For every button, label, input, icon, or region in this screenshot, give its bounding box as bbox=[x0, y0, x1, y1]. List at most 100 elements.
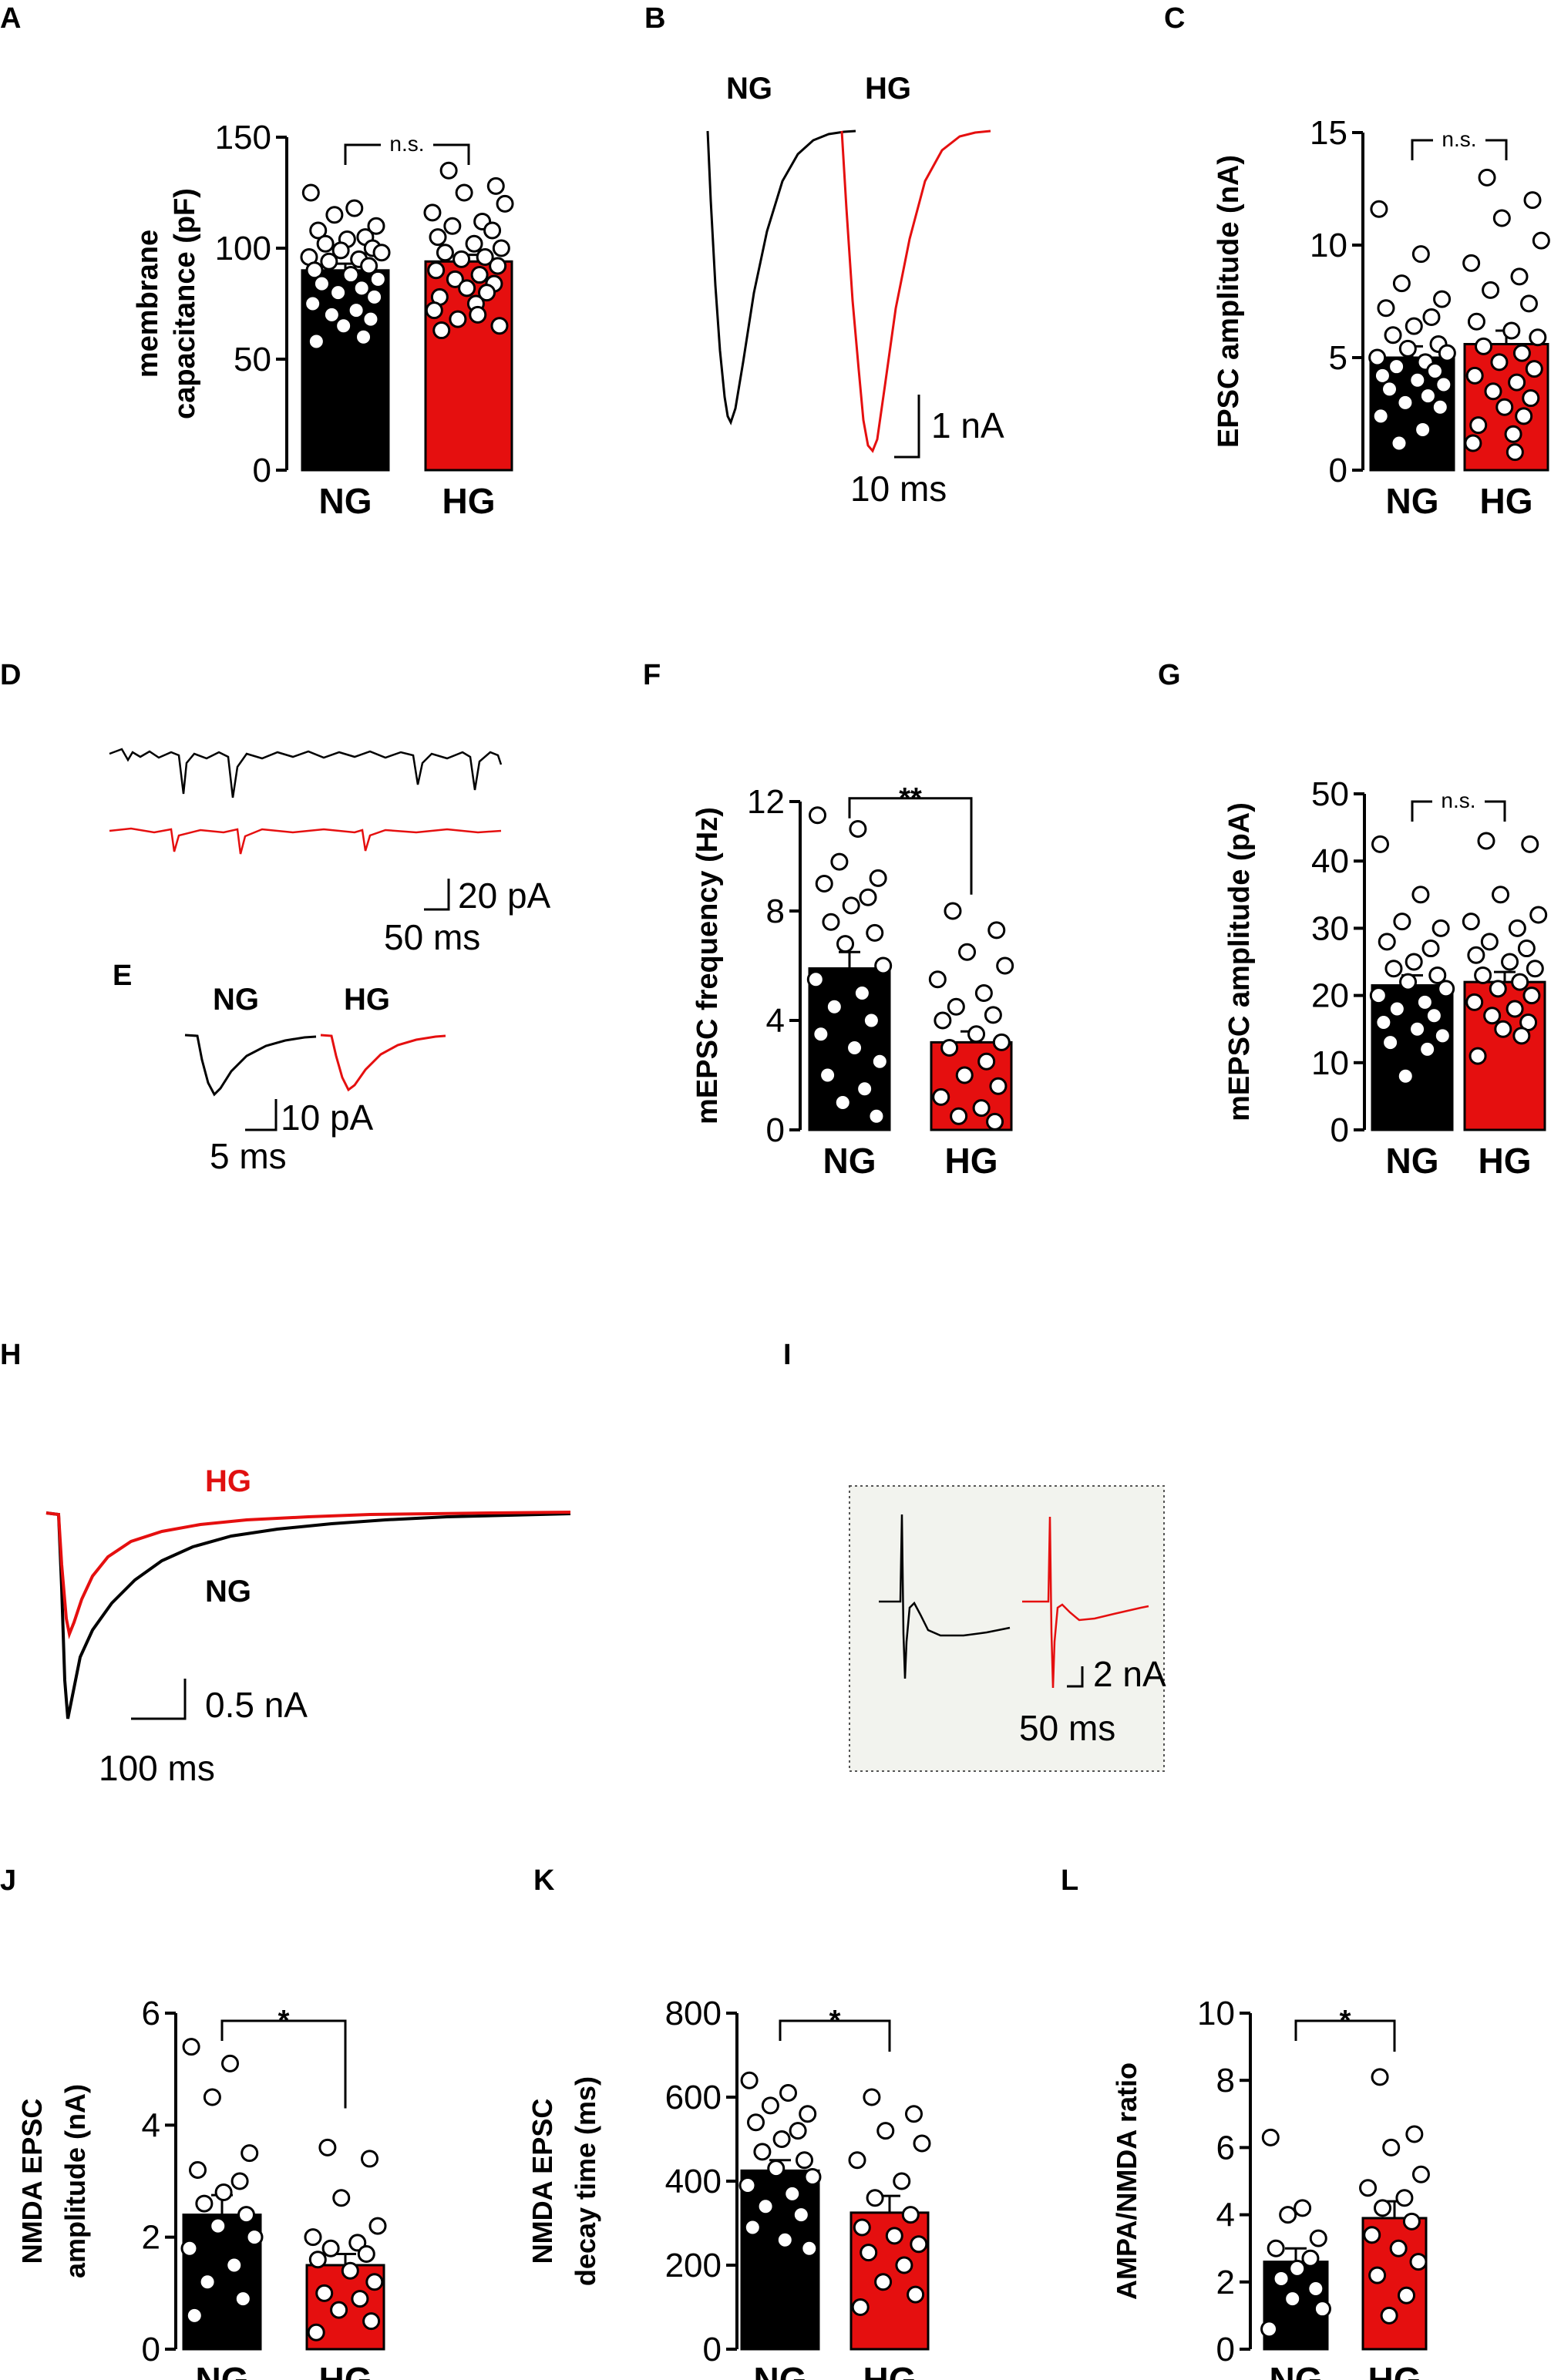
panel-F: F 0 4 8 12 mEPSC frequency (Hz) NG HG ** bbox=[643, 659, 1014, 1181]
data-point bbox=[876, 2122, 895, 2140]
data-point bbox=[901, 2206, 920, 2224]
y-tick-label: 400 bbox=[665, 2163, 722, 2200]
data-point bbox=[1392, 274, 1411, 293]
trace-hg bbox=[109, 827, 502, 855]
data-point bbox=[1428, 966, 1447, 984]
data-point bbox=[1418, 387, 1437, 405]
data-point bbox=[1502, 321, 1521, 340]
y-tick-label: 8 bbox=[766, 892, 785, 930]
significance-label: n.s. bbox=[389, 132, 424, 156]
data-point bbox=[789, 2122, 807, 2140]
data-point bbox=[1371, 835, 1390, 853]
panel-letter-I: I bbox=[783, 1339, 792, 1371]
scale-label-y: 20 pA bbox=[458, 876, 551, 916]
data-point bbox=[1384, 960, 1403, 978]
data-point bbox=[862, 1011, 880, 1030]
data-point bbox=[312, 274, 331, 293]
data-point bbox=[743, 2218, 762, 2237]
data-point bbox=[783, 2184, 802, 2203]
data-point bbox=[958, 943, 977, 961]
data-point bbox=[860, 2244, 878, 2262]
data-point bbox=[478, 284, 496, 302]
data-point bbox=[1397, 2286, 1415, 2304]
data-point bbox=[443, 217, 462, 235]
scale-label-y: 0.5 nA bbox=[205, 1685, 308, 1725]
data-point bbox=[974, 984, 993, 1002]
data-point bbox=[476, 248, 494, 267]
data-point bbox=[779, 2084, 797, 2103]
data-point bbox=[1431, 919, 1450, 937]
x-tick-label: HG bbox=[1479, 1141, 1532, 1181]
data-point bbox=[1475, 337, 1493, 355]
data-point bbox=[772, 2130, 791, 2148]
y-tick-label: 4 bbox=[766, 1002, 785, 1040]
data-point bbox=[225, 2256, 244, 2274]
data-point bbox=[950, 1107, 968, 1125]
x-tick-label: NG bbox=[196, 2360, 249, 2380]
y-tick-label: 0 bbox=[253, 452, 271, 489]
data-point bbox=[347, 301, 365, 320]
data-point bbox=[1425, 362, 1444, 381]
y-axis-label: EPSC amplitude (nA) bbox=[1213, 155, 1245, 448]
data-point bbox=[1368, 2266, 1387, 2284]
data-point bbox=[885, 2227, 903, 2245]
panel-I: I 2 nA 50 ms bbox=[783, 1339, 1166, 1772]
y-tick-label: 100 bbox=[215, 230, 271, 267]
data-point bbox=[362, 2312, 381, 2331]
y-tick-label: 15 bbox=[1310, 114, 1347, 152]
data-point bbox=[1492, 886, 1510, 904]
data-point bbox=[928, 970, 947, 989]
data-point bbox=[352, 279, 371, 298]
scale-label-x: 50 ms bbox=[384, 917, 480, 957]
data-point bbox=[1477, 832, 1495, 850]
data-point bbox=[1467, 946, 1485, 964]
scale-label-y: 10 pA bbox=[281, 1098, 374, 1138]
data-point bbox=[893, 2172, 911, 2190]
data-point bbox=[992, 1033, 1011, 1051]
data-point bbox=[1408, 371, 1427, 389]
data-point bbox=[1489, 980, 1507, 998]
y-tick-label: 20 bbox=[1311, 977, 1349, 1015]
data-point bbox=[365, 2273, 384, 2291]
data-point bbox=[1373, 366, 1391, 385]
data-point bbox=[198, 2273, 217, 2291]
trace-hg bbox=[45, 1511, 571, 1639]
data-point bbox=[1294, 2199, 1312, 2217]
data-point bbox=[1368, 348, 1387, 367]
x-tick-label: NG bbox=[1386, 1141, 1439, 1181]
data-point bbox=[833, 1094, 852, 1111]
data-point bbox=[307, 2323, 325, 2341]
data-point bbox=[1494, 1020, 1512, 1038]
data-point bbox=[1529, 328, 1547, 347]
y-tick-label: 600 bbox=[665, 2079, 722, 2116]
data-point bbox=[815, 875, 833, 892]
panel-D: D 20 pA 50 ms bbox=[0, 659, 551, 957]
y-tick-label: 0 bbox=[142, 2331, 160, 2368]
data-point bbox=[1501, 953, 1519, 971]
data-point bbox=[360, 257, 378, 275]
y-axis-label: NMDA EPSC bbox=[16, 2099, 48, 2264]
data-point bbox=[449, 310, 467, 328]
scale-label-y: 2 nA bbox=[1093, 1654, 1166, 1694]
y-tick-label: 8 bbox=[1216, 2062, 1235, 2099]
data-point bbox=[1418, 1040, 1437, 1058]
data-point bbox=[792, 2206, 810, 2224]
data-point bbox=[245, 2228, 264, 2247]
data-point bbox=[423, 203, 442, 222]
data-point bbox=[910, 2235, 928, 2254]
significance-bracket bbox=[1411, 800, 1432, 822]
x-tick-label: NG bbox=[319, 481, 372, 521]
data-point bbox=[753, 2143, 772, 2161]
y-tick-label: 4 bbox=[1216, 2197, 1235, 2234]
data-point bbox=[1261, 2128, 1280, 2146]
trace-label-ng: NG bbox=[213, 983, 259, 1017]
data-point bbox=[996, 956, 1014, 975]
data-point bbox=[1437, 980, 1455, 998]
data-point bbox=[1374, 1013, 1393, 1031]
significance-bracket bbox=[1411, 139, 1433, 160]
data-point bbox=[1389, 2239, 1408, 2257]
data-point bbox=[1279, 2206, 1297, 2224]
trace-hg bbox=[320, 1034, 446, 1092]
panel-A: A 0 50 100 150 membrane capacitance (pF) NG HG n.… bbox=[0, 2, 514, 521]
panel-letter-B: B bbox=[644, 2, 665, 35]
